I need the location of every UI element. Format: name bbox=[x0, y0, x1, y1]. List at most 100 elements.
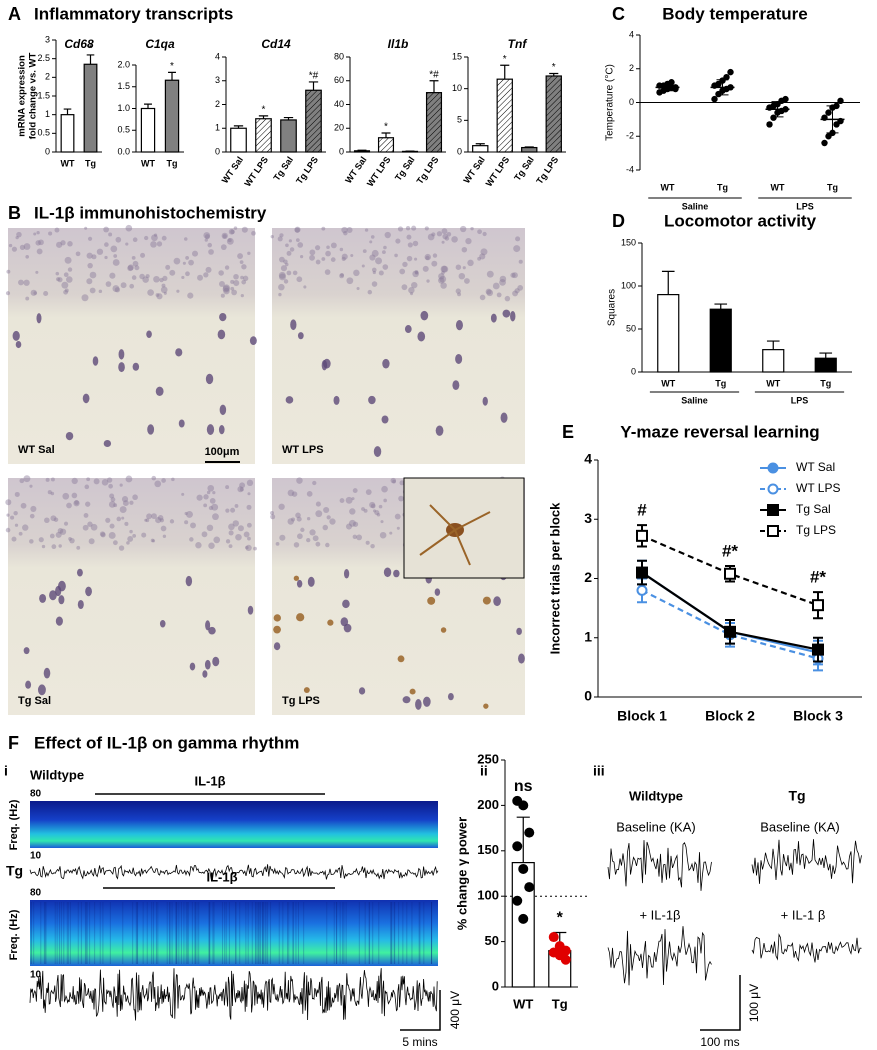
nucleus bbox=[76, 568, 83, 577]
granule-cell bbox=[201, 531, 208, 538]
granule-cell bbox=[228, 530, 234, 536]
granule-cell bbox=[300, 255, 304, 259]
granule-cell bbox=[5, 499, 12, 506]
granule-cell bbox=[278, 292, 282, 297]
bar bbox=[401, 150, 419, 153]
granule-cell bbox=[5, 527, 11, 533]
nucleus bbox=[342, 599, 350, 609]
granule-cell bbox=[390, 477, 396, 484]
granule-cell bbox=[396, 526, 400, 530]
y-tick-label: 2.0 bbox=[117, 59, 130, 69]
granule-cell bbox=[251, 230, 256, 236]
granule-cell bbox=[109, 493, 115, 499]
granule-cell bbox=[492, 282, 500, 290]
nucleus bbox=[247, 605, 254, 615]
granule-cell bbox=[71, 492, 78, 499]
micrograph: WT LPS bbox=[270, 225, 525, 464]
data-point bbox=[770, 114, 777, 121]
stained-cell bbox=[273, 614, 281, 622]
granule-cell bbox=[424, 226, 429, 231]
granule-cell bbox=[23, 279, 30, 286]
example-trace bbox=[751, 839, 862, 884]
trace-label: Baseline (KA) bbox=[616, 819, 695, 834]
granule-cell bbox=[22, 524, 29, 531]
nucleus bbox=[435, 425, 444, 436]
granule-cell bbox=[426, 279, 430, 283]
granule-cell bbox=[114, 287, 121, 293]
nucleus bbox=[49, 590, 57, 601]
granule-cell bbox=[511, 272, 518, 279]
granule-cell bbox=[115, 236, 122, 243]
granule-cell bbox=[89, 271, 97, 279]
granule-cell bbox=[196, 494, 203, 501]
error-bar bbox=[661, 270, 675, 295]
granule-cell bbox=[294, 227, 300, 233]
granule-cell bbox=[371, 281, 378, 287]
bar bbox=[511, 862, 535, 988]
granule-cell bbox=[127, 265, 134, 272]
nucleus bbox=[43, 667, 51, 679]
granule-cell bbox=[86, 477, 91, 482]
granule-cell bbox=[161, 235, 167, 241]
panel-title: IL-1β immunohistochemistry bbox=[34, 203, 267, 222]
y-axis-label: % change γ power bbox=[454, 817, 469, 930]
x-tick-label: Block 1 bbox=[617, 708, 667, 724]
granule-cell bbox=[93, 478, 100, 485]
granule-cell bbox=[69, 537, 75, 544]
significance: * bbox=[384, 122, 388, 133]
granule-cell bbox=[362, 249, 367, 254]
nucleus bbox=[155, 386, 164, 396]
granule-cell bbox=[351, 497, 355, 501]
nucleus bbox=[493, 596, 501, 607]
nucleus bbox=[383, 567, 392, 578]
stained-cell bbox=[440, 627, 447, 633]
bar bbox=[164, 79, 180, 153]
granule-cell bbox=[223, 287, 230, 295]
legend-label: Tg Sal bbox=[796, 502, 831, 516]
granule-cell bbox=[218, 270, 224, 276]
y-tick-label: 0 bbox=[215, 146, 220, 156]
granule-cell bbox=[184, 237, 188, 241]
drug-label: IL-1β bbox=[206, 869, 237, 884]
image-label: Tg LPS bbox=[282, 695, 320, 707]
granule-cell bbox=[86, 252, 93, 259]
granule-cell bbox=[225, 485, 230, 490]
nucleus bbox=[25, 680, 32, 689]
granule-cell bbox=[43, 291, 49, 297]
nucleus bbox=[65, 431, 74, 441]
granule-cell bbox=[219, 281, 225, 287]
scale-bar bbox=[700, 975, 741, 1031]
granule-cell bbox=[150, 538, 155, 543]
granule-cell bbox=[292, 270, 298, 276]
granule-cell bbox=[485, 288, 492, 295]
granule-cell bbox=[230, 286, 235, 291]
marker bbox=[812, 643, 824, 656]
error-bar bbox=[429, 80, 439, 93]
nucleus bbox=[404, 325, 412, 334]
nucleus bbox=[85, 586, 92, 597]
granule-cell bbox=[64, 288, 69, 293]
nucleus bbox=[55, 616, 63, 626]
image-label: Tg Sal bbox=[18, 695, 51, 707]
x-tick-label: WT LPS bbox=[365, 155, 393, 189]
granule-cell bbox=[285, 262, 289, 267]
granule-cell bbox=[397, 226, 404, 232]
x-tick-label: Tg Sal bbox=[512, 155, 536, 183]
nucleus bbox=[57, 580, 66, 592]
granule-cell bbox=[203, 494, 209, 500]
granule-cell bbox=[222, 234, 227, 239]
y-tick-label: 2 bbox=[584, 569, 592, 585]
granule-cell bbox=[5, 291, 11, 296]
granule-cell bbox=[270, 514, 276, 520]
nucleus bbox=[218, 424, 225, 435]
significance: * bbox=[503, 54, 507, 65]
series-line bbox=[641, 589, 819, 660]
granule-cell bbox=[289, 247, 295, 252]
nucleus bbox=[219, 404, 227, 416]
granule-cell bbox=[57, 528, 64, 534]
granule-cell bbox=[49, 533, 55, 539]
nucleus bbox=[23, 647, 30, 655]
granule-cell bbox=[68, 537, 72, 541]
granule-cell bbox=[73, 500, 80, 507]
